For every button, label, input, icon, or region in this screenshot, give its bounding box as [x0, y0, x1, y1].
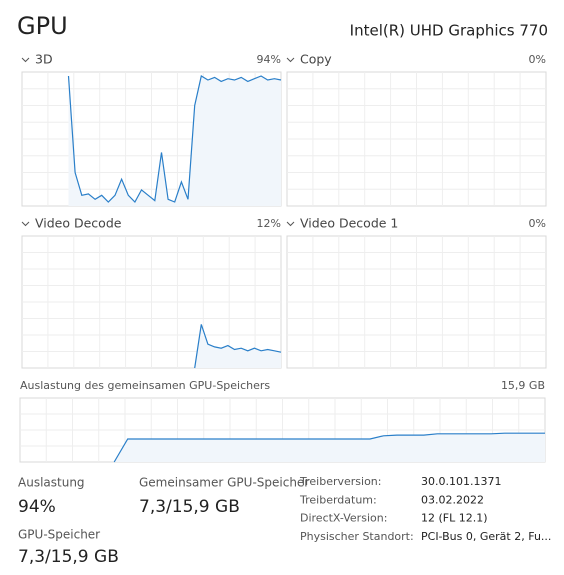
memory-graph-max: 15,9 GB: [501, 379, 545, 392]
stat-label: Gemeinsamer GPU-Speicher: [139, 476, 309, 490]
graph-value: 94%: [257, 53, 281, 66]
graph-label: Video Decode: [35, 216, 122, 231]
device-name: Intel(R) UHD Graphics 770: [350, 22, 548, 40]
stat-value: 94%: [18, 497, 56, 517]
usage-line: [194, 324, 282, 369]
graph-value: 0%: [529, 217, 546, 230]
detail-value: 30.0.101.1371: [421, 475, 501, 488]
stat-value: 7,3/15,9 GB: [139, 497, 240, 517]
collapse-chevron[interactable]: [286, 221, 295, 227]
detail-label: DirectX-Version:: [300, 512, 387, 525]
title: GPU: [17, 12, 68, 40]
usage-line: [67, 75, 282, 203]
stat-value: 7,3/15,9 GB: [18, 547, 119, 567]
usage-area: [194, 324, 281, 368]
graph-value: 12%: [257, 217, 281, 230]
detail-label: Physischer Standort:: [300, 530, 414, 543]
usage-line: [113, 432, 545, 463]
detail-label: Treiberdatum:: [299, 493, 377, 506]
usage-area: [114, 433, 545, 462]
stat-label: GPU-Speicher: [18, 528, 100, 542]
detail-value: 03.02.2022: [421, 493, 484, 506]
graph-label: 3D: [35, 52, 53, 67]
stat-label: Auslastung: [18, 476, 85, 490]
graph-label: Video Decode 1: [300, 216, 398, 231]
detail-label: Treiberversion:: [299, 475, 381, 488]
detail-value: 12 (FL 12.1): [421, 512, 488, 525]
memory-graph-label: Auslastung des gemeinsamen GPU-Speichers: [20, 379, 270, 392]
collapse-chevron[interactable]: [286, 57, 295, 63]
graph-label: Copy: [300, 52, 332, 67]
collapse-chevron[interactable]: [21, 221, 30, 227]
usage-area: [68, 76, 281, 206]
collapse-chevron[interactable]: [21, 57, 30, 63]
graph-value: 0%: [529, 53, 546, 66]
detail-value: PCI-Bus 0, Gerät 2, Fu...: [421, 530, 551, 543]
